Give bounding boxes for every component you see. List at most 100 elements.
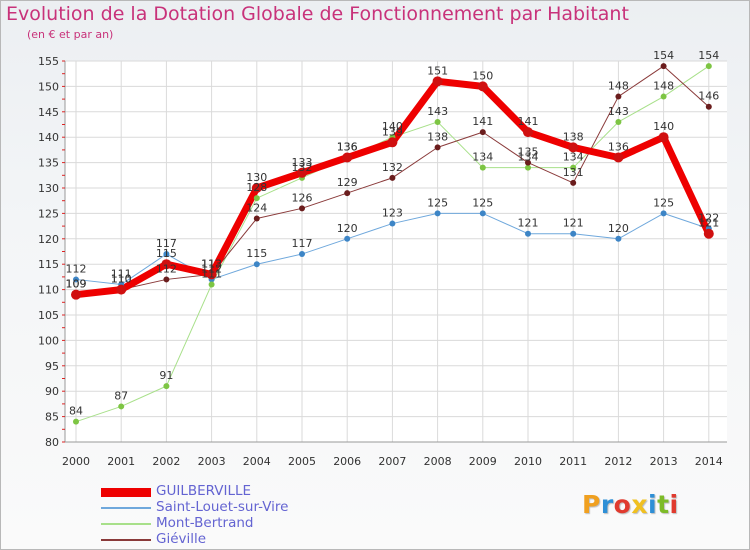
data-label: 125: [472, 196, 493, 209]
data-label: 132: [382, 161, 403, 174]
data-point: [479, 129, 486, 136]
x-tick-label: 2009: [469, 455, 497, 468]
plot-area: [65, 61, 727, 442]
data-label: 150: [472, 69, 493, 82]
data-label: 117: [292, 237, 313, 250]
x-tick-label: 2010: [514, 455, 542, 468]
data-label: 113: [201, 257, 222, 270]
data-label: 141: [518, 115, 539, 128]
data-label: 134: [472, 151, 493, 164]
x-tick-label: 2013: [650, 455, 678, 468]
data-point: [477, 81, 488, 92]
legend-label: Giéville: [156, 531, 207, 547]
logo-letter: r: [600, 490, 614, 519]
data-label: 123: [382, 207, 403, 220]
data-label: 84: [69, 405, 83, 418]
data-label: 131: [563, 166, 584, 179]
y-tick-label: 115: [38, 258, 59, 271]
data-point: [434, 210, 441, 217]
data-label: 112: [66, 262, 87, 275]
legend-swatch: [101, 523, 151, 525]
data-point: [479, 164, 486, 171]
data-point: [525, 164, 531, 171]
data-point: [570, 164, 577, 171]
data-point: [525, 230, 531, 237]
data-point: [434, 118, 441, 125]
x-tick-label: 2008: [424, 455, 452, 468]
data-label: 111: [201, 268, 222, 281]
y-tick-label: 95: [45, 360, 59, 373]
data-label: 110: [111, 273, 132, 286]
data-point: [705, 63, 712, 70]
data-label: 134: [563, 151, 584, 164]
x-tick-label: 2014: [695, 455, 723, 468]
data-label: 138: [427, 130, 448, 143]
x-tick-label: 2000: [62, 455, 90, 468]
data-point: [523, 127, 533, 138]
data-point: [525, 159, 531, 166]
data-label: 87: [114, 389, 128, 402]
data-label: 135: [518, 146, 539, 159]
data-point: [208, 281, 215, 288]
data-label: 132: [292, 161, 313, 174]
data-label: 109: [66, 278, 87, 291]
data-label: 109: [66, 278, 87, 291]
legend-label: Mont-Bertrand: [156, 515, 254, 531]
y-tick-label: 85: [45, 411, 59, 424]
data-point: [658, 132, 669, 143]
y-tick-label: 135: [38, 157, 59, 170]
x-tick-label: 2001: [107, 455, 135, 468]
data-label: 130: [246, 171, 267, 184]
data-point: [660, 63, 667, 70]
data-label: 121: [563, 217, 584, 230]
data-label: 154: [698, 49, 719, 62]
data-point: [479, 210, 486, 217]
legend-label: GUILBERVILLE: [156, 483, 252, 499]
data-label: 141: [472, 115, 493, 128]
data-label: 129: [337, 176, 358, 189]
data-label: 151: [427, 64, 448, 77]
data-point: [163, 251, 170, 258]
data-label: 140: [653, 120, 674, 133]
data-label: 124: [246, 201, 267, 214]
data-label: 121: [518, 217, 539, 230]
data-point: [615, 235, 622, 242]
chart-title: Evolution de la Dotation Globale de Fonc…: [6, 3, 629, 25]
data-point: [615, 93, 622, 100]
data-label: 154: [653, 49, 674, 62]
data-label: 148: [653, 80, 674, 93]
data-label: 110: [111, 273, 132, 286]
legend-swatch: [101, 487, 151, 497]
data-point: [163, 383, 170, 390]
logo-letter: t: [657, 490, 670, 519]
data-point: [206, 269, 217, 280]
data-label: 136: [608, 141, 629, 154]
y-tick-label: 100: [38, 334, 59, 347]
data-label: 143: [427, 105, 448, 118]
y-tick-label: 150: [38, 80, 59, 93]
data-label: 134: [518, 151, 539, 164]
y-tick-label: 125: [38, 207, 59, 220]
data-point: [344, 190, 351, 197]
data-label: 112: [201, 262, 222, 275]
data-point: [297, 167, 307, 178]
data-label: 111: [111, 268, 132, 281]
data-point: [253, 195, 260, 202]
x-tick-label: 2011: [559, 455, 587, 468]
y-tick-label: 80: [45, 436, 59, 449]
x-tick-label: 2006: [333, 455, 361, 468]
data-label: 126: [292, 191, 313, 204]
y-tick-label: 105: [38, 309, 59, 322]
logo-letter: i: [669, 490, 679, 519]
data-label: 125: [427, 196, 448, 209]
data-point: [613, 152, 624, 163]
data-point: [251, 183, 262, 193]
data-label: 139: [382, 125, 403, 138]
data-point: [705, 103, 712, 110]
data-point: [253, 261, 260, 268]
x-tick-label: 2004: [243, 455, 271, 468]
legend-label: Saint-Louet-sur-Vire: [156, 499, 289, 515]
data-point: [116, 284, 127, 295]
